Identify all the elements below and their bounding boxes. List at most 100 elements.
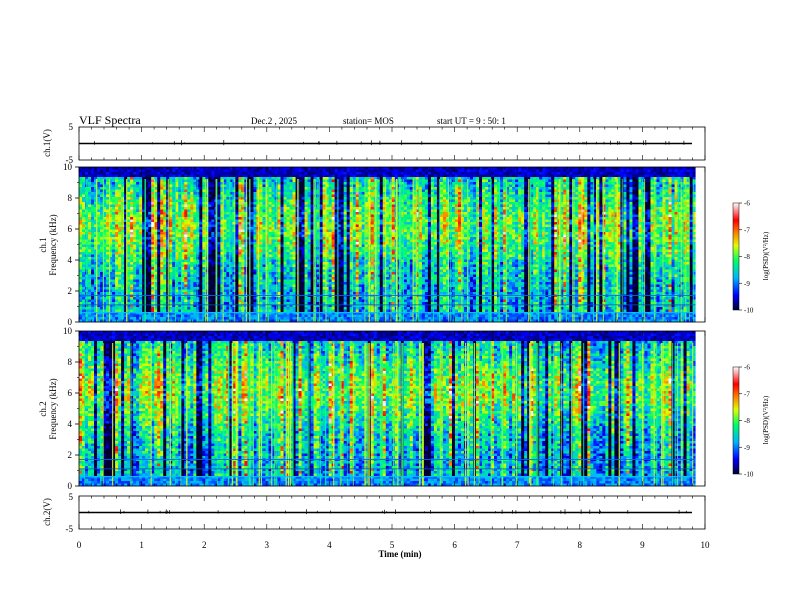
ch1-spectrogram-cell bbox=[127, 232, 130, 235]
ch1-spectrogram-cell bbox=[262, 210, 265, 213]
ch1-spectrogram-cell bbox=[112, 192, 115, 195]
ch1-spectrogram-cell bbox=[284, 310, 287, 313]
ch1-spectrogram-cell bbox=[79, 315, 82, 318]
ch1-spectrogram-cell bbox=[193, 287, 196, 290]
ch1-spectrogram-cell bbox=[302, 215, 305, 218]
ch1-spectrogram-cell bbox=[160, 227, 163, 230]
ch1-spectrogram-cell bbox=[88, 270, 91, 273]
ch1-spectrogram-cell bbox=[305, 222, 308, 225]
ch1-spectrogram-cell bbox=[281, 200, 284, 203]
ch1-spectrogram-cell bbox=[305, 290, 308, 293]
ch1-spectrogram-cell bbox=[253, 250, 256, 253]
ch1-spectrogram-cell bbox=[259, 167, 262, 170]
ch1-spectrogram-cell bbox=[305, 265, 308, 268]
ch1-spectrogram-cell bbox=[82, 202, 85, 205]
ch1-spectrogram-cell bbox=[199, 195, 202, 198]
ch1-spectrogram-cell bbox=[290, 195, 293, 198]
ch1-spectrogram-cell bbox=[118, 285, 121, 288]
ch1-spectrogram-cell bbox=[136, 182, 139, 185]
ch1-spectrogram-cell bbox=[97, 215, 100, 218]
ch1-spectrogram-cell bbox=[281, 185, 284, 188]
ch1-spectrogram-cell bbox=[250, 182, 253, 185]
ch1-spectrogram-cell bbox=[262, 172, 265, 175]
ch1-spectrogram-cell bbox=[133, 222, 136, 225]
ch1-spectrogram-cell bbox=[293, 237, 296, 240]
ch1-spectrogram-cell bbox=[127, 185, 130, 188]
ch1-spectrogram-cell bbox=[118, 287, 121, 290]
ch1-spectrogram-cell bbox=[139, 190, 142, 193]
ch1-spectrogram-cell bbox=[136, 180, 139, 183]
ch1-spectrogram-cell bbox=[163, 310, 166, 313]
ch1-spectrogram-cell bbox=[287, 172, 290, 175]
ch1-spectrogram-cell bbox=[106, 272, 109, 275]
ch1-spectrogram-cell bbox=[175, 172, 178, 175]
ch1-spectrogram-cell bbox=[178, 167, 181, 170]
ch1-spectrogram-cell bbox=[82, 242, 85, 245]
ch1-spectrogram-cell bbox=[97, 267, 100, 270]
ch1-spectrogram-cell bbox=[223, 195, 226, 198]
ch1-spectrogram-cell bbox=[160, 225, 163, 228]
ch1-spectrogram-cell bbox=[281, 207, 284, 210]
ch1-spectrogram-cell bbox=[148, 270, 151, 273]
ch1-spectrogram-cell bbox=[202, 232, 205, 235]
ch1-spectrogram-cell bbox=[187, 200, 190, 203]
ch1-spectrogram-cell bbox=[148, 172, 151, 175]
ch1-spectrogram-cell bbox=[211, 215, 214, 218]
ch1-spectrogram-cell bbox=[217, 297, 220, 300]
ch1-spectrogram-cell bbox=[115, 177, 118, 180]
ch1-spectrogram-cell bbox=[106, 202, 109, 205]
ch1-spectrogram-cell bbox=[118, 195, 121, 198]
ch1-spectrogram-cell bbox=[290, 292, 293, 295]
ch1-spectrogram-cell bbox=[130, 185, 133, 188]
ch1-spectrogram-cell bbox=[305, 287, 308, 290]
ch1-spectrogram-cell bbox=[112, 267, 115, 270]
ch1-spectrogram-cell bbox=[115, 275, 118, 278]
ch1-spectrogram-cell bbox=[211, 210, 214, 213]
ch1-spectrogram-cell bbox=[302, 232, 305, 235]
ch1-spectrogram-cell bbox=[284, 207, 287, 210]
ch1-spectrogram-cell bbox=[160, 300, 163, 303]
ch1-spectrogram-cell bbox=[284, 220, 287, 223]
ch1-spectrogram-cell bbox=[247, 167, 250, 170]
ch1-spectrogram-cell bbox=[136, 200, 139, 203]
ch1-spectrogram-cell bbox=[208, 275, 211, 278]
ch1-spectrogram-cell bbox=[208, 282, 211, 285]
ch1-spectrogram-cell bbox=[208, 247, 211, 250]
ch1-spectrogram-cell bbox=[223, 300, 226, 303]
ch1-spectrogram-cell bbox=[302, 217, 305, 220]
ch1-spectrogram-cell bbox=[259, 197, 262, 200]
ch1-spectrogram-cell bbox=[272, 237, 275, 240]
ch1-spectrogram-cell bbox=[284, 297, 287, 300]
ch1-spectrogram-cell bbox=[169, 252, 172, 255]
ch1-spectrogram-cell bbox=[169, 210, 172, 213]
ch1-spectrogram-cell bbox=[275, 195, 278, 198]
ch1-spectrogram-cell bbox=[169, 232, 172, 235]
ch1-spectrogram-cell bbox=[305, 275, 308, 278]
ch1-spectrogram-cell bbox=[136, 170, 139, 173]
ch1-spectrogram-cell bbox=[275, 217, 278, 220]
ch1-spectrogram-cell bbox=[187, 185, 190, 188]
ch1-spectrogram-cell bbox=[136, 202, 139, 205]
ch1-spectrogram-cell bbox=[112, 167, 115, 170]
ch1-spectrogram-cell bbox=[208, 277, 211, 280]
ch1-spectrogram-cell bbox=[157, 197, 160, 200]
ch1-spectrogram-cell bbox=[139, 222, 142, 225]
ch1-spectrogram-cell bbox=[211, 315, 214, 318]
ch1-spectrogram-cell bbox=[262, 265, 265, 268]
ch1-spectrogram-cell bbox=[151, 212, 154, 215]
ch1-spectrogram-cell bbox=[130, 177, 133, 180]
ch1-spectrogram-cell bbox=[190, 262, 193, 265]
ch1-spectrogram-cell bbox=[253, 225, 256, 228]
ch1-spectrogram-cell bbox=[151, 260, 154, 263]
ch1-spectrogram-cell bbox=[278, 315, 281, 318]
ch1-spectrogram-cell bbox=[223, 207, 226, 210]
ch1-spectrogram-cell bbox=[196, 285, 199, 288]
ch1-spectrogram-cell bbox=[287, 270, 290, 273]
ch1-spectrogram-cell bbox=[199, 277, 202, 280]
ch1-spectrogram-cell bbox=[268, 260, 271, 263]
ch1-spectrogram-cell bbox=[302, 210, 305, 213]
ch1-spectrogram-cell bbox=[187, 315, 190, 318]
ch1-spectrogram-cell bbox=[190, 205, 193, 208]
ch1-spectrogram-cell bbox=[148, 187, 151, 190]
ch1-spectrogram-cell bbox=[184, 217, 187, 220]
